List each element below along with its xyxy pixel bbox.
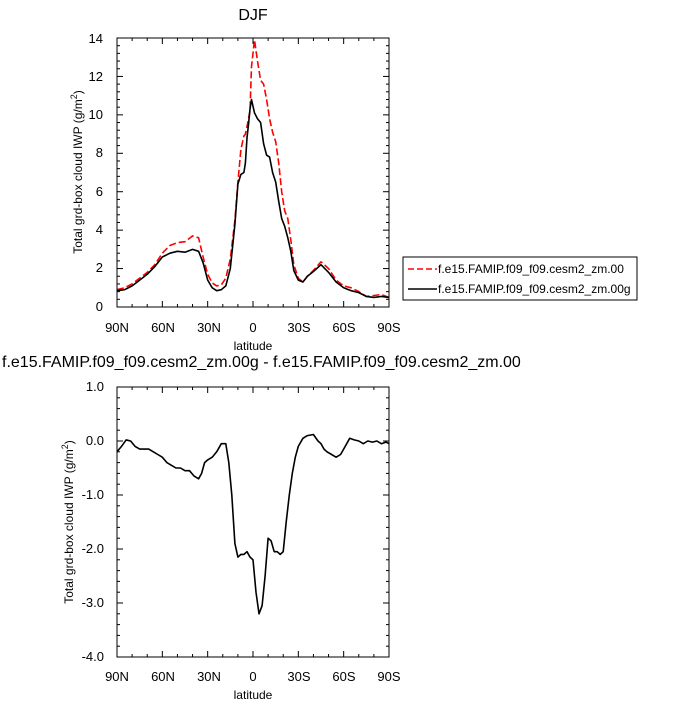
series-line-1	[116, 433, 390, 615]
ytick-label: 2	[96, 260, 103, 275]
y-axis-label: Total grd-box cloud IWP (g/m2)	[69, 90, 85, 254]
xtick-label: 90N	[105, 320, 129, 335]
series-line-2	[116, 98, 390, 299]
xtick-label: 30N	[197, 669, 221, 684]
y-axis-label-close: )	[62, 440, 76, 444]
xtick-labels: 90N 60N 30N 0 30S 60S 90S	[105, 320, 401, 335]
xtick-label: 60S	[332, 669, 355, 684]
xtick-label: 0	[249, 320, 256, 335]
ytick-label: 8	[96, 145, 103, 160]
xtick-label: 30S	[287, 669, 310, 684]
ytick-label: -2.0	[82, 541, 104, 556]
legend-label-series-1: f.e15.FAMIP.f09_f09.cesm2_zm.00	[438, 262, 624, 276]
chart-title: DJF	[238, 7, 268, 24]
plot-frame	[116, 37, 390, 308]
y-axis-label: Total grd-box cloud IWP (g/m2)	[60, 440, 76, 604]
xtick-label: 60S	[332, 320, 355, 335]
ytick-label: 12	[89, 69, 103, 84]
y-axis-label-superscript: 2	[69, 94, 79, 99]
panel-difference: f.e15.FAMIP.f09_f09.cesm2_zm.00g - f.e15…	[2, 354, 521, 702]
legend-label-series-2: f.e15.FAMIP.f09_f09.cesm2_zm.00g	[438, 282, 631, 296]
legend-box	[402, 256, 638, 301]
xtick-label: 90S	[377, 320, 400, 335]
ytick-label: 10	[89, 107, 103, 122]
xtick-label: 90N	[105, 669, 129, 684]
xtick-label: 90S	[377, 669, 400, 684]
plot-frame	[116, 386, 390, 658]
xtick-label: 30S	[287, 320, 310, 335]
ytick-label: 1.0	[86, 379, 104, 394]
ytick-label: 6	[96, 184, 103, 199]
ytick-label: 0	[96, 299, 103, 314]
ytick-label: -4.0	[82, 649, 104, 664]
xtick-label: 60N	[151, 320, 175, 335]
xtick-label: 30N	[197, 320, 221, 335]
xtick-label: 60N	[151, 669, 175, 684]
ytick-label: 0.0	[86, 433, 104, 448]
y-axis-label-text: Total grd-box cloud IWP (g/m	[71, 99, 85, 254]
plot-area	[116, 386, 390, 658]
ytick-label: -3.0	[82, 595, 104, 610]
x-axis-label: latitude	[234, 339, 273, 353]
y-axis-label-close: )	[71, 90, 85, 94]
plot-area	[116, 37, 390, 308]
xtick-labels: 90N 60N 30N 0 30S 60S 90S	[105, 669, 401, 684]
ytick-labels: 1.0 0.0 -1.0 -2.0 -3.0 -4.0	[82, 379, 104, 664]
y-axis-label-superscript: 2	[60, 444, 70, 449]
ytick-label: 4	[96, 222, 103, 237]
panel-djf: DJF 14 12 10 8 6 4 2 0 90N 60N 30N 0 30S…	[69, 7, 401, 353]
legend: f.e15.FAMIP.f09_f09.cesm2_zm.00 f.e15.FA…	[402, 256, 638, 301]
chart-title: f.e15.FAMIP.f09_f09.cesm2_zm.00g - f.e15…	[2, 354, 521, 371]
y-axis-label-text: Total grd-box cloud IWP (g/m	[62, 449, 76, 604]
ytick-label: -1.0	[82, 487, 104, 502]
xtick-label: 0	[249, 669, 256, 684]
ytick-label: 14	[89, 31, 103, 46]
series-line-1	[116, 39, 390, 299]
x-axis-label: latitude	[234, 688, 273, 702]
ytick-labels: 14 12 10 8 6 4 2 0	[89, 31, 103, 314]
